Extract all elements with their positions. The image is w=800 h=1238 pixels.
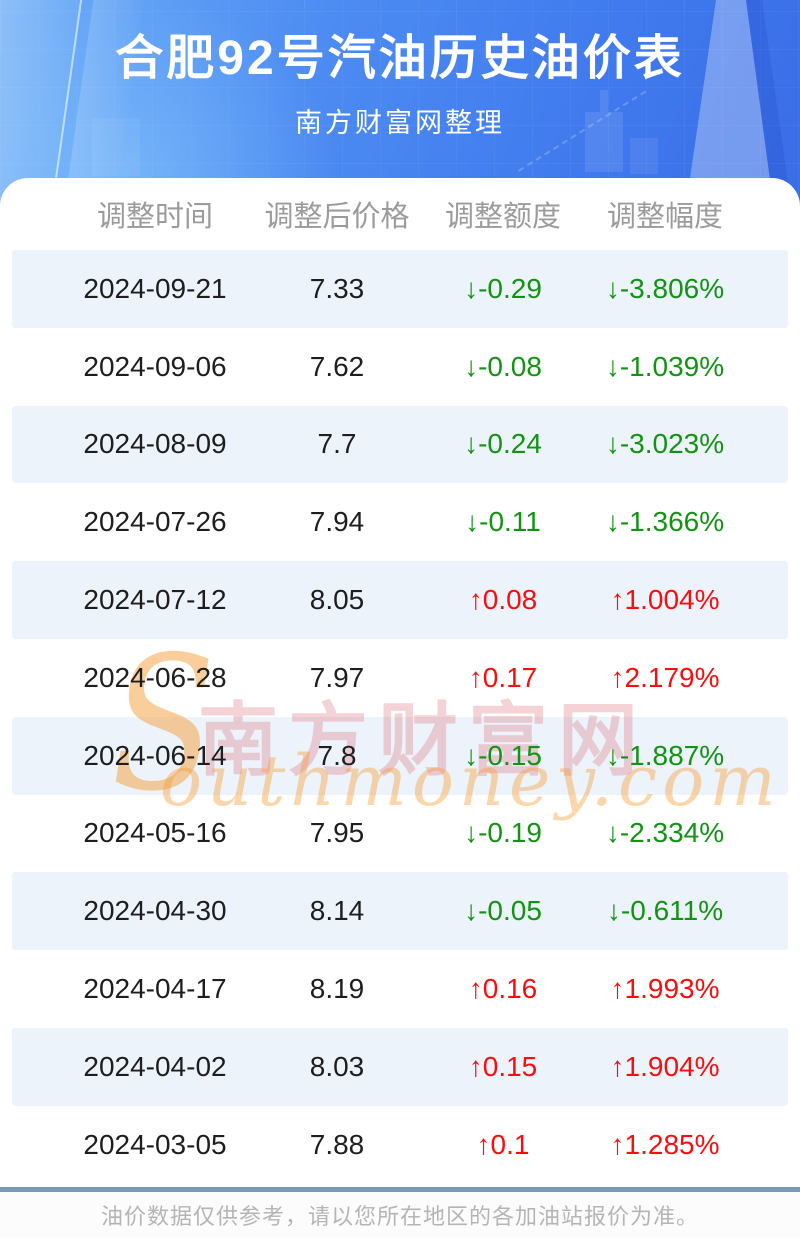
cell-date: 2024-04-30 (83, 895, 227, 927)
cell-change-amount: ↓-0.29 (464, 272, 542, 304)
cell-price: 7.97 (309, 661, 365, 693)
footer-divider (0, 1187, 800, 1192)
cell-change-percent: ↓-0.611% (606, 895, 724, 927)
cell-change-amount: ↓-0.24 (464, 428, 542, 460)
cell-price: 7.62 (309, 350, 365, 382)
table-row: 2024-04-02 8.03 ↑0.15 ↑1.904% (12, 1027, 788, 1106)
cell-change-percent: ↑1.904% (610, 1050, 720, 1082)
table-row: 2024-07-12 8.05 ↑0.08 ↑1.004% (12, 561, 788, 639)
cell-price: 8.14 (309, 895, 365, 927)
cell-date: 2024-09-06 (83, 350, 227, 382)
cell-price: 7.33 (309, 272, 365, 304)
page-subtitle: 南方财富网整理 (295, 108, 505, 138)
table-row: 2024-05-16 7.95 ↓-0.19 ↓-2.334% (12, 795, 788, 873)
cell-date: 2024-06-28 (83, 661, 227, 693)
footer-note: 油价数据仅供参考，请以您所在地区的各加油站报价为准。 (0, 1192, 800, 1238)
page-title: 合肥92号汽油历史油价表 (115, 32, 685, 85)
cell-change-percent: ↓-1.887% (605, 739, 725, 771)
table-row: 2024-09-21 7.33 ↓-0.29 ↓-3.806% (12, 250, 788, 328)
cell-date: 2024-03-05 (83, 1128, 227, 1160)
cell-price: 7.94 (309, 506, 365, 538)
decor-candlestick-icon (585, 112, 623, 172)
table-row: 2024-06-28 7.97 ↑0.17 ↑2.179% (12, 639, 788, 717)
decor-chart-bar-icon (92, 118, 140, 176)
table-row: 2024-07-26 7.94 ↓-0.11 ↓-1.366% (12, 483, 788, 561)
column-header-adjust-time: 调整时间 (96, 201, 213, 233)
cell-date: 2024-06-14 (83, 739, 227, 771)
column-header-adjust-amount: 调整额度 (444, 201, 561, 233)
table-row: 2024-03-05 7.88 ↑0.1 ↑1.285% (12, 1106, 788, 1184)
table-row: 2024-08-09 7.7 ↓-0.24 ↓-3.023% (12, 405, 788, 484)
cell-price: 7.8 (317, 739, 357, 771)
cell-date: 2024-07-26 (83, 506, 227, 538)
decor-chart-bar-small-icon (630, 138, 658, 174)
table-header-row: 调整时间 调整后价格 调整额度 调整幅度 (12, 178, 788, 250)
cell-date: 2024-04-02 (83, 1050, 227, 1082)
cell-change-percent: ↑2.179% (610, 661, 720, 693)
table-row: 2024-04-17 8.19 ↑0.16 ↑1.993% (12, 950, 788, 1028)
price-table-card: 调整时间 调整后价格 调整额度 调整幅度 2024-09-21 7.33 ↓-0.2… (0, 178, 800, 1238)
cell-change-percent: ↓-3.806% (605, 272, 725, 304)
cell-price: 7.7 (317, 428, 357, 460)
cell-change-amount: ↓-0.19 (464, 817, 542, 849)
cell-change-percent: ↑1.993% (610, 973, 720, 1005)
cell-price: 7.95 (309, 817, 365, 849)
cell-date: 2024-07-12 (83, 584, 227, 616)
cell-change-amount: ↑0.15 (468, 1050, 538, 1082)
table-row: 2024-04-30 8.14 ↓-0.05 ↓-0.611% (12, 872, 788, 951)
cell-change-amount: ↓-0.05 (464, 895, 542, 927)
cell-change-amount: ↓-0.08 (464, 350, 542, 382)
cell-change-amount: ↓-0.11 (465, 506, 541, 538)
cell-change-percent: ↓-2.334% (605, 817, 725, 849)
cell-price: 8.19 (309, 973, 365, 1005)
cell-date: 2024-09-21 (83, 272, 227, 304)
column-header-adjusted-price: 调整后价格 (264, 201, 410, 233)
cell-change-amount: ↓-0.15 (464, 739, 542, 771)
cell-date: 2024-08-09 (83, 428, 227, 460)
cell-change-percent: ↑1.004% (610, 584, 720, 616)
price-table: 调整时间 调整后价格 调整额度 调整幅度 2024-09-21 7.33 ↓-0.2… (0, 178, 800, 1184)
cell-change-percent: ↑1.285% (610, 1128, 720, 1160)
cell-date: 2024-04-17 (83, 973, 227, 1005)
table-row: 2024-09-06 7.62 ↓-0.08 ↓-1.039% (12, 328, 788, 406)
cell-change-amount: ↑0.1 (476, 1128, 530, 1160)
cell-change-percent: ↓-3.023% (605, 428, 725, 460)
cell-change-percent: ↓-1.039% (605, 350, 725, 382)
cell-price: 8.03 (309, 1050, 365, 1082)
table-body: 2024-09-21 7.33 ↓-0.29 ↓-3.806% 2024-09-06 7.… (12, 250, 788, 1184)
decor-candlestick-wick-icon (600, 90, 608, 112)
cell-change-amount: ↑0.16 (468, 973, 538, 1005)
cell-date: 2024-05-16 (83, 817, 227, 849)
cell-change-amount: ↑0.08 (468, 584, 538, 616)
cell-price: 7.88 (309, 1128, 365, 1160)
cell-change-amount: ↑0.17 (468, 661, 538, 693)
table-row: 2024-06-14 7.8 ↓-0.15 ↓-1.887% (12, 716, 788, 795)
cell-change-percent: ↓-1.366% (605, 506, 725, 538)
column-header-adjust-range: 调整幅度 (607, 201, 724, 233)
cell-price: 8.05 (309, 584, 365, 616)
